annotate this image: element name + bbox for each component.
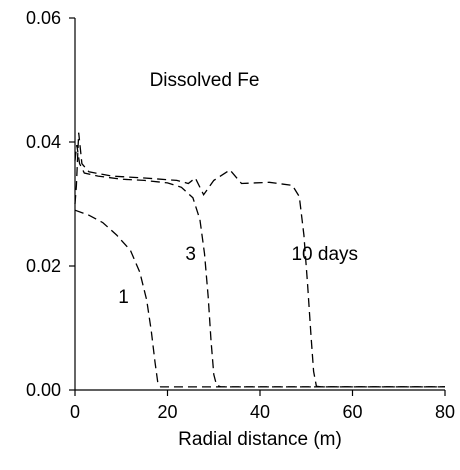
- y-tick-label: 0.02: [26, 256, 61, 276]
- annotation-label: Dissolved Fe: [150, 70, 260, 91]
- series-line-1: [74, 209, 445, 388]
- y-tick-label: 0.00: [26, 380, 61, 400]
- y-tick-label: 0.06: [26, 8, 61, 28]
- x-axis-title: Radial distance (m): [178, 429, 342, 450]
- y-tick-label: 0.04: [26, 132, 61, 152]
- plot-area: [74, 132, 445, 388]
- annotation-label: 3: [185, 244, 196, 265]
- series-line-2: [74, 145, 445, 388]
- annotation-label: 10 days: [291, 244, 358, 265]
- axes: 0.00 0.02 0.04 0.06 0 20 40 60 80: [26, 8, 455, 422]
- x-tick-label: 40: [250, 402, 270, 422]
- x-tick-label: 20: [157, 402, 177, 422]
- x-tick-label: 80: [435, 402, 455, 422]
- annotations: Dissolved Fe 1 3 10 days: [118, 70, 358, 308]
- x-tick-label: 0: [70, 402, 80, 422]
- annotation-label: 1: [118, 287, 129, 308]
- series-line-3: [74, 132, 445, 388]
- x-tick-label: 60: [342, 402, 362, 422]
